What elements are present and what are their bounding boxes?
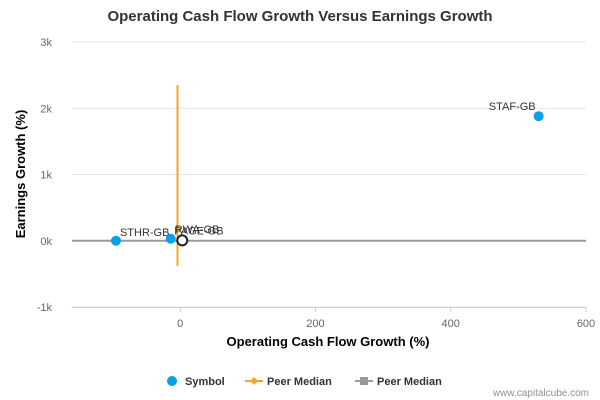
peer-median-lines	[72, 85, 586, 266]
x-axis-title: Operating Cash Flow Growth (%)	[227, 334, 430, 349]
y-tick-label: 0k	[40, 236, 52, 248]
x-tick-label: 200	[306, 318, 324, 330]
y-tick-label: 1k	[40, 170, 52, 182]
data-point-label: STHR-GB	[120, 227, 170, 239]
credit-text: www.capitalcube.com	[492, 388, 589, 399]
x-tick-label: 600	[577, 318, 595, 330]
grid-lines	[72, 41, 586, 308]
legend-label: Symbol	[185, 376, 225, 388]
y-tick-label: -1k	[37, 302, 53, 314]
y-tick-label: 3k	[40, 37, 52, 49]
legend: Symbol Peer Median Peer Median	[167, 376, 442, 388]
data-point	[165, 233, 176, 244]
legend-symbol-square	[360, 377, 368, 385]
data-point-label: STAF-GB	[489, 101, 536, 113]
axes: -1k 0k 1k 2k 3k 0 200 400 600	[37, 37, 595, 330]
x-tick-label: 0	[177, 318, 183, 330]
data-point	[110, 235, 121, 246]
legend-label: Peer Median	[377, 376, 442, 388]
data-point-label: PAGE-GB	[174, 225, 223, 237]
y-axis-title: Earnings Growth (%)	[13, 110, 28, 239]
legend-label: Peer Median	[267, 376, 332, 388]
legend-symbol-diamond	[250, 377, 258, 385]
chart-title: Operating Cash Flow Growth Versus Earnin…	[107, 8, 492, 25]
y-tick-label: 2k	[40, 103, 52, 115]
x-tick-label: 400	[442, 318, 460, 330]
data-point-highlighted	[176, 234, 189, 247]
data-point-label: RWA-GB	[175, 224, 220, 236]
data-point	[533, 111, 544, 122]
legend-symbol-circle	[167, 376, 177, 386]
